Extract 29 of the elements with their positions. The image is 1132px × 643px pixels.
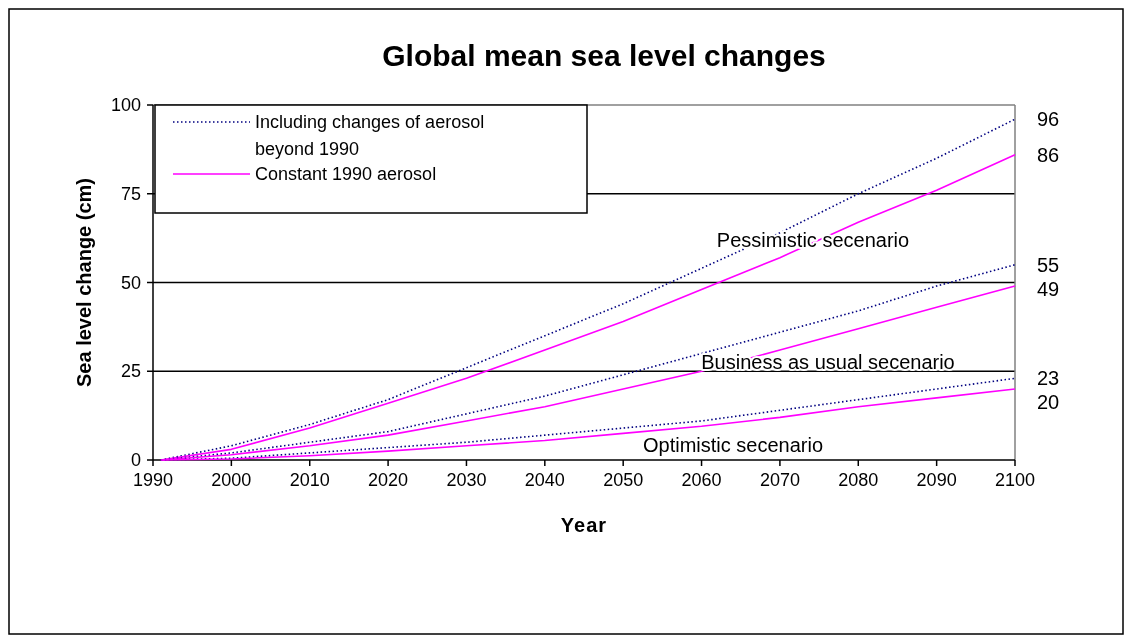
- x-tick-label: 2100: [994, 470, 1036, 490]
- data-label: 55: [1037, 253, 1060, 276]
- y-tick-label: 75: [120, 183, 141, 204]
- x-axis-title: Year: [560, 514, 608, 536]
- data-label: 23: [1037, 367, 1060, 390]
- legend-label: Constant 1990 aerosol: [255, 164, 437, 184]
- y-axis-title: Sea level change (cm): [73, 178, 95, 387]
- data-label: 96: [1037, 108, 1060, 131]
- data-label: 20: [1037, 391, 1060, 414]
- y-tick-label: 25: [120, 361, 141, 382]
- legend-label: Including changes of aerosol beyond 1990: [255, 112, 485, 159]
- x-tick-label: 2000: [211, 470, 252, 490]
- x-tick-label: 2080: [838, 470, 879, 490]
- x-tick-label: 2040: [524, 470, 565, 490]
- y-tick-label: 0: [130, 450, 141, 470]
- chart-title: Global mean sea level changes: [382, 39, 826, 72]
- x-tick-label: 1990: [132, 470, 174, 490]
- x-tick-label: 2090: [916, 470, 957, 490]
- x-tick-label: 2030: [446, 470, 487, 490]
- x-tick-label: 2020: [368, 470, 409, 490]
- y-tick-label: 50: [120, 272, 141, 293]
- x-tick-label: 2060: [681, 470, 722, 490]
- annotation: Optimistic secenario: [642, 434, 824, 456]
- data-label: 49: [1037, 277, 1060, 300]
- x-tick-label: 2010: [289, 470, 330, 490]
- y-tick-label: 100: [110, 95, 141, 115]
- data-label: 86: [1037, 143, 1060, 166]
- x-tick-label: 2070: [759, 470, 800, 490]
- x-tick-label: 2050: [603, 470, 644, 490]
